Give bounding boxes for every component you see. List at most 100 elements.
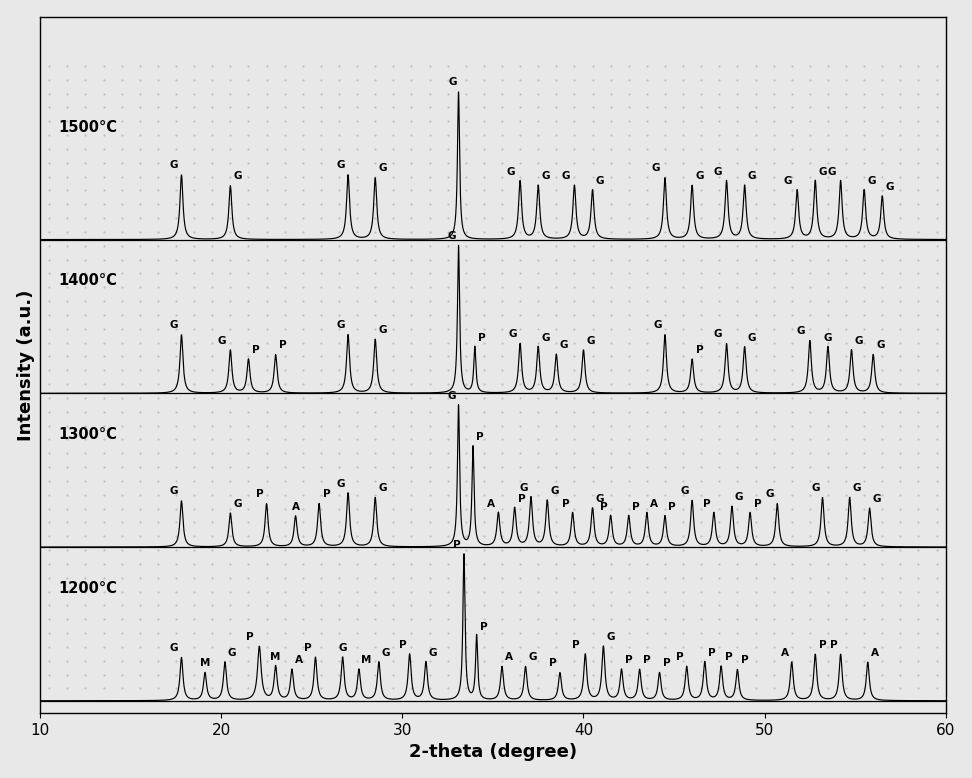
Text: P: P — [478, 332, 486, 342]
Text: G: G — [227, 648, 236, 657]
Text: P: P — [247, 633, 254, 643]
Text: P: P — [676, 652, 683, 662]
Text: P: P — [476, 433, 484, 443]
Text: M: M — [361, 655, 371, 665]
Text: P: P — [709, 648, 715, 657]
Text: G: G — [559, 340, 568, 350]
Text: P: P — [549, 658, 557, 668]
Text: G: G — [854, 335, 863, 345]
Text: P: P — [663, 658, 671, 668]
Text: G: G — [713, 166, 722, 177]
Text: P: P — [600, 502, 608, 512]
Text: 1400°C: 1400°C — [58, 273, 118, 289]
Text: G: G — [449, 77, 458, 87]
Text: P: P — [518, 494, 526, 504]
Text: G: G — [336, 321, 345, 331]
Text: 1500°C: 1500°C — [58, 120, 118, 135]
Text: G: G — [170, 643, 179, 653]
Text: G: G — [796, 327, 805, 336]
Text: G: G — [170, 321, 179, 331]
Text: P: P — [323, 489, 330, 499]
Text: P: P — [562, 499, 570, 509]
Text: A: A — [295, 655, 303, 665]
Text: A: A — [505, 652, 513, 662]
Text: G: G — [713, 330, 722, 339]
Text: G: G — [586, 335, 595, 345]
Text: P: P — [399, 640, 406, 650]
Text: G: G — [747, 332, 756, 342]
Text: G: G — [766, 489, 775, 499]
Text: A: A — [650, 499, 658, 509]
Text: P: P — [829, 640, 837, 650]
Text: G: G — [508, 330, 517, 339]
Text: G: G — [823, 332, 832, 342]
Text: P: P — [696, 345, 703, 355]
Text: M: M — [270, 652, 281, 662]
Text: A: A — [487, 499, 495, 509]
Text: G: G — [170, 160, 179, 170]
Text: P: P — [643, 655, 650, 665]
Text: G: G — [550, 486, 559, 496]
Text: G: G — [867, 176, 876, 186]
Text: G: G — [651, 163, 660, 173]
Text: G: G — [596, 494, 604, 504]
Text: P: P — [625, 655, 633, 665]
Text: G: G — [876, 340, 885, 350]
Text: G: G — [429, 648, 437, 657]
Text: G: G — [233, 171, 242, 181]
Text: G: G — [827, 166, 836, 177]
Text: P: P — [573, 640, 580, 650]
Text: G: G — [680, 486, 689, 496]
Text: G: G — [695, 171, 704, 181]
Text: 1300°C: 1300°C — [58, 427, 118, 442]
Text: G: G — [653, 321, 662, 331]
Text: G: G — [338, 643, 347, 653]
Text: G: G — [561, 171, 570, 181]
Text: G: G — [378, 483, 387, 493]
Text: P: P — [453, 540, 461, 550]
Text: G: G — [811, 483, 819, 493]
Text: G: G — [607, 633, 615, 643]
Text: P: P — [703, 499, 711, 509]
Text: G: G — [885, 182, 894, 192]
Text: G: G — [783, 176, 792, 186]
Text: P: P — [279, 340, 287, 350]
Text: G: G — [170, 486, 179, 496]
Text: G: G — [217, 335, 226, 345]
Text: A: A — [781, 648, 788, 657]
Text: G: G — [873, 494, 881, 504]
Text: G: G — [735, 492, 744, 503]
Text: P: P — [741, 655, 748, 665]
Text: P: P — [753, 499, 761, 509]
Text: P: P — [632, 502, 640, 512]
Text: G: G — [336, 478, 345, 489]
Text: G: G — [506, 166, 515, 177]
Text: G: G — [336, 160, 345, 170]
X-axis label: 2-theta (degree): 2-theta (degree) — [409, 743, 577, 762]
Text: G: G — [519, 483, 528, 493]
Text: 1200°C: 1200°C — [58, 581, 118, 596]
Text: A: A — [292, 502, 299, 512]
Text: G: G — [541, 332, 550, 342]
Text: G: G — [378, 325, 387, 335]
Text: G: G — [529, 652, 537, 662]
Text: M: M — [200, 658, 210, 668]
Text: G: G — [747, 171, 756, 181]
Text: P: P — [304, 643, 312, 653]
Text: G: G — [541, 171, 550, 181]
Text: P: P — [669, 502, 676, 512]
Text: G: G — [596, 176, 604, 186]
Text: P: P — [252, 345, 260, 355]
Text: G: G — [818, 166, 827, 177]
Text: P: P — [480, 622, 488, 632]
Text: A: A — [871, 648, 879, 657]
Text: G: G — [447, 231, 456, 241]
Text: G: G — [233, 499, 242, 509]
Text: P: P — [818, 640, 826, 650]
Text: G: G — [852, 483, 861, 493]
Text: G: G — [378, 163, 387, 173]
Text: P: P — [256, 489, 263, 499]
Text: G: G — [382, 648, 391, 657]
Y-axis label: Intensity (a.u.): Intensity (a.u.) — [17, 289, 35, 440]
Text: G: G — [447, 391, 456, 401]
